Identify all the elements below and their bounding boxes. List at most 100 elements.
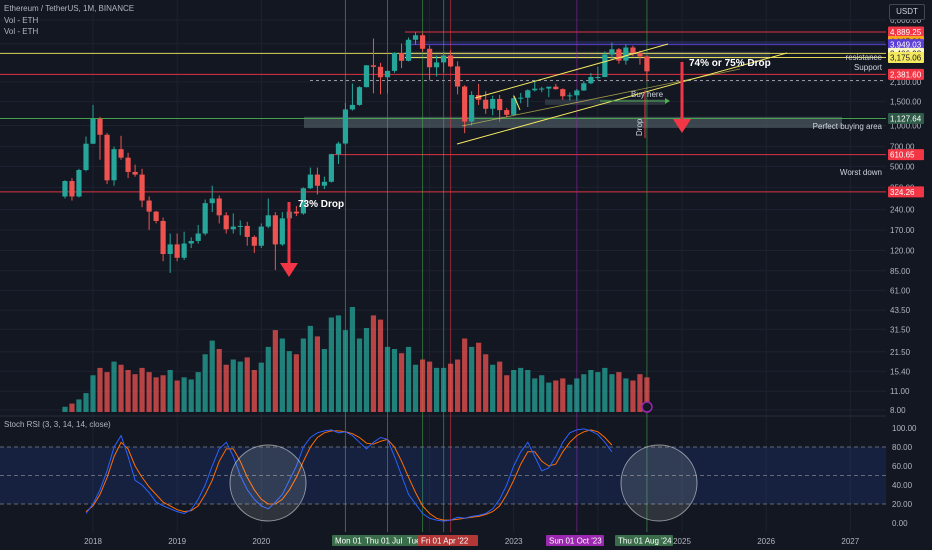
volume-bar	[441, 367, 447, 412]
volume-bar	[609, 374, 615, 412]
candle-body	[518, 97, 524, 99]
rsi-d-line	[85, 429, 613, 521]
candle-body	[300, 188, 306, 214]
candlestick-series	[62, 32, 650, 273]
volume-bar	[321, 349, 327, 412]
volume-bar	[258, 362, 264, 412]
resistance-label: resistance	[846, 53, 883, 62]
candle-body	[223, 215, 229, 230]
candle-body	[377, 66, 384, 78]
time-tick-label: 2026	[757, 537, 775, 546]
candle-body	[342, 109, 349, 144]
volume-bar	[384, 346, 391, 412]
price-tick-label: 1,000.00	[890, 122, 922, 131]
volume-bar	[335, 315, 342, 412]
candle-body	[139, 174, 145, 201]
volume-bar	[454, 359, 461, 412]
mid-zone	[545, 99, 665, 105]
volume-bar	[83, 393, 89, 412]
candle-body	[567, 95, 573, 97]
price-tag	[888, 112, 924, 124]
candle-body	[384, 70, 391, 78]
candle-body	[335, 143, 342, 155]
price-tag-label: 610.65	[890, 151, 915, 160]
chart-title: Ethereum / TetherUS, 1M, BINANCE	[4, 4, 135, 13]
candle-body	[293, 211, 299, 214]
price-tick-label: 170.00	[890, 226, 915, 235]
rsi-tick-label: 100.00	[892, 424, 917, 433]
candle-body	[132, 171, 138, 175]
volume-bar	[602, 367, 608, 412]
volume-bar	[483, 354, 489, 412]
volume-indicator-label-2: Vol - ETH	[4, 27, 39, 36]
drop-arrow-2024-head	[673, 119, 691, 133]
volume-bar	[546, 382, 552, 412]
volume-bar	[111, 361, 117, 412]
candle-body	[497, 98, 503, 111]
volume-bar	[356, 338, 363, 412]
price-tag	[888, 186, 924, 198]
candle-body	[419, 35, 426, 49]
volume-bar	[630, 380, 636, 412]
candle-body	[76, 170, 82, 197]
volume-bar	[567, 384, 573, 412]
candle-body	[370, 65, 377, 67]
candle-body	[69, 181, 75, 197]
volume-bar	[574, 378, 580, 412]
ascending-channel	[456, 43, 788, 145]
rsi-k-line	[85, 428, 613, 522]
volume-bar	[497, 361, 503, 412]
price-tag	[888, 51, 924, 63]
volume-bar	[616, 372, 622, 412]
volume-bar	[328, 317, 334, 412]
candle-body	[167, 244, 173, 255]
candle-body	[90, 118, 96, 144]
price-tick-label: 21.50	[890, 348, 911, 357]
candle-body	[314, 174, 321, 186]
volume-bar	[349, 307, 356, 412]
volume-bar	[174, 380, 180, 412]
horizontal-levels	[0, 31, 886, 193]
date-tag-label: Thu 01 Jul '21	[365, 537, 416, 546]
candle-body	[412, 35, 419, 40]
price-tag	[888, 26, 924, 38]
price-tick-label: 6,000.00	[890, 16, 922, 25]
price-tick-label: 31.50	[890, 325, 911, 334]
support-resistance-zones	[304, 41, 885, 128]
volume-bar	[265, 346, 271, 412]
candle-body	[111, 149, 117, 181]
volume-bar	[398, 353, 405, 412]
perfect-buying-zone	[304, 116, 842, 128]
volume-bar	[286, 351, 292, 412]
candle-body	[125, 157, 131, 172]
volume-bar	[146, 372, 152, 412]
candle-body	[616, 49, 622, 61]
volume-bar	[132, 374, 138, 412]
candle-body	[426, 48, 433, 68]
volume-bar	[623, 378, 629, 412]
volume-bar	[539, 375, 545, 412]
candle-body	[574, 90, 580, 96]
volume-bar	[553, 380, 559, 412]
rsi-tick-label: 20.00	[892, 500, 913, 509]
volume-bar	[511, 370, 517, 412]
volume-bars	[62, 307, 650, 412]
volume-bar	[237, 361, 243, 412]
candle-body	[209, 198, 215, 204]
rsi-tick-label: 40.00	[892, 481, 913, 490]
volume-bar	[462, 338, 468, 412]
currency-button[interactable]: USDT	[889, 4, 925, 20]
rsi-tick-label: 80.00	[892, 443, 913, 452]
buy-here-label: Buy here	[631, 90, 664, 99]
price-tick-label: 2,100.00	[890, 78, 922, 87]
drop-vertical-label: Drop	[635, 118, 644, 136]
candle-body	[230, 226, 236, 230]
volume-bar	[118, 364, 124, 412]
price-tick-label: 240.00	[890, 206, 915, 215]
candle-body	[623, 47, 629, 61]
candle-body	[511, 98, 517, 115]
volume-bar	[504, 375, 510, 412]
price-tag-label: 4,889.25	[890, 28, 922, 37]
volume-bar	[69, 403, 75, 412]
